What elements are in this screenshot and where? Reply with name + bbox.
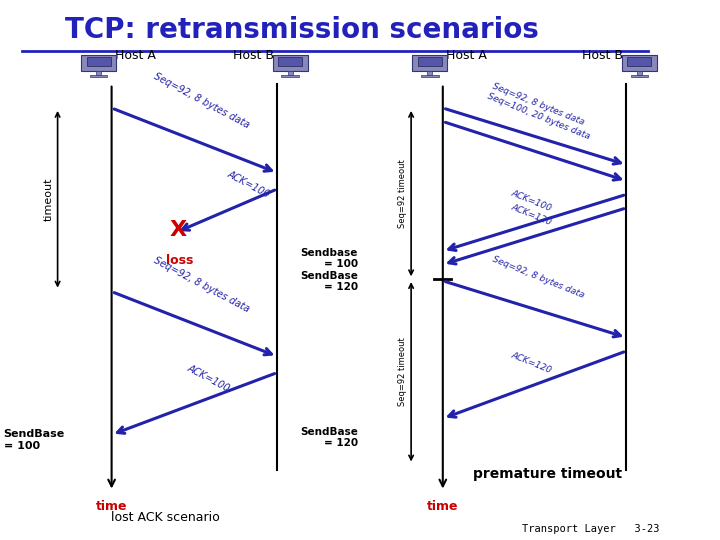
Polygon shape [81, 55, 116, 71]
Polygon shape [282, 76, 299, 77]
Polygon shape [622, 55, 657, 71]
Text: Host B: Host B [582, 49, 623, 62]
Polygon shape [628, 57, 652, 66]
Polygon shape [279, 57, 302, 66]
Text: TCP: retransmission scenarios: TCP: retransmission scenarios [66, 16, 539, 44]
Polygon shape [421, 76, 438, 77]
Text: Transport Layer   3-23: Transport Layer 3-23 [522, 523, 659, 534]
Text: Seq=92, 8 bytes data: Seq=92, 8 bytes data [152, 255, 251, 314]
Text: Host A: Host A [115, 49, 156, 62]
Polygon shape [413, 55, 447, 71]
Polygon shape [637, 71, 642, 76]
Text: ACK=120: ACK=120 [509, 350, 553, 375]
Text: Seq=92 timeout: Seq=92 timeout [398, 338, 407, 406]
Text: Seq=100, 20 bytes data: Seq=100, 20 bytes data [485, 92, 591, 141]
Text: Seq=92, 8 bytes data: Seq=92, 8 bytes data [152, 72, 251, 131]
Text: SendBase
= 100: SendBase = 100 [4, 429, 65, 451]
Text: ACK=100: ACK=100 [186, 363, 232, 394]
Text: Sendbase
= 100
SendBase
= 120: Sendbase = 100 SendBase = 120 [300, 248, 358, 292]
Text: X: X [170, 219, 187, 240]
Text: timeout: timeout [43, 178, 53, 221]
Polygon shape [631, 76, 648, 77]
Text: lost ACK scenario: lost ACK scenario [111, 511, 220, 524]
Text: Seq=92, 8 bytes data: Seq=92, 8 bytes data [491, 254, 585, 299]
Polygon shape [273, 55, 307, 71]
Text: time: time [96, 500, 127, 513]
Text: ACK=120: ACK=120 [509, 202, 553, 226]
Text: ACK=100: ACK=100 [509, 188, 553, 213]
Polygon shape [90, 76, 107, 77]
Polygon shape [96, 71, 101, 76]
Polygon shape [428, 71, 432, 76]
Text: time: time [427, 500, 459, 513]
Text: Host A: Host A [446, 49, 487, 62]
Text: Seq=92, 8 bytes data: Seq=92, 8 bytes data [491, 82, 585, 126]
Text: premature timeout: premature timeout [472, 467, 622, 481]
Polygon shape [288, 71, 292, 76]
Text: SendBase
= 120: SendBase = 120 [300, 427, 358, 448]
Text: Host B: Host B [233, 49, 274, 62]
Text: ACK=100: ACK=100 [225, 169, 271, 200]
Text: loss: loss [166, 254, 194, 267]
Polygon shape [418, 57, 441, 66]
Text: Seq=92 timeout: Seq=92 timeout [398, 159, 407, 228]
Polygon shape [87, 57, 111, 66]
